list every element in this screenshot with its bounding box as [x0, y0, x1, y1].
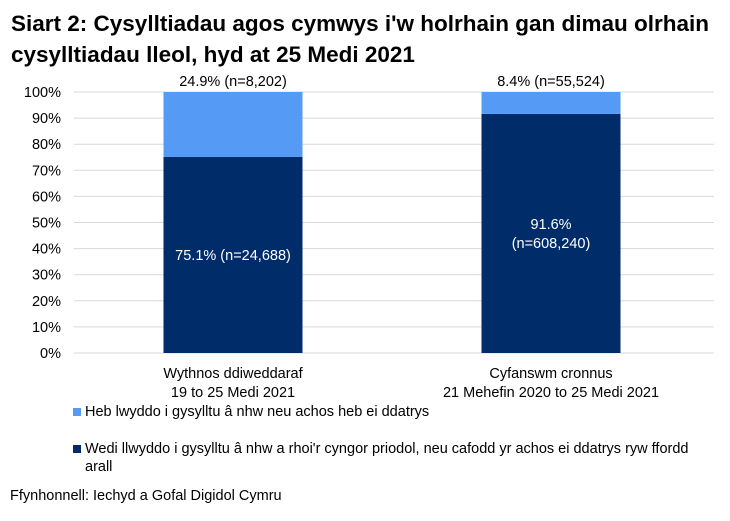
bar-segment — [481, 92, 621, 114]
legend-label-unresolved: Heb lwyddo i gysylltu â nhw neu achos he… — [85, 404, 430, 420]
y-tick-label: 70% — [32, 163, 61, 179]
legend-item-resolved: Wedi llwyddo i gysylltu â nhw a rhoi'r c… — [73, 440, 693, 476]
legend-swatch-unresolved — [73, 408, 81, 416]
y-tick-label: 50% — [32, 216, 61, 232]
x-tick-label: Cyfanswm cronnus — [489, 366, 612, 382]
source-note: Ffynhonnell: Iechyd a Gofal Digidol Cymr… — [10, 488, 282, 504]
x-tick-label: 19 to 25 Medi 2021 — [171, 385, 295, 400]
data-label: 91.6% — [530, 217, 571, 233]
y-tick-label: 90% — [32, 111, 61, 127]
x-tick-label: Wythnos ddiweddaraf — [163, 366, 303, 382]
chart-plot: 0% 10% 20% 30% 40% 50% 60% 70% 80% 90% 100% 75.1% (… — [24, 74, 714, 400]
bar-segment — [163, 156, 303, 353]
data-label: 75.1% (n=24,688) — [175, 248, 291, 264]
legend-item-unresolved: Heb lwyddo i gysylltu â nhw neu achos he… — [73, 403, 693, 421]
x-tick-label: 21 Mehefin 2020 to 25 Medi 2021 — [443, 385, 659, 400]
data-label: (n=608,240) — [512, 236, 591, 252]
y-tick-label: 100% — [24, 85, 61, 101]
y-tick-label: 20% — [32, 294, 61, 310]
bar-segment — [481, 113, 621, 353]
data-label: 24.9% (n=8,202) — [179, 74, 287, 90]
y-tick-label: 60% — [32, 189, 61, 205]
y-tick-label: 40% — [32, 242, 61, 258]
legend-swatch-resolved — [73, 445, 81, 453]
y-tick-label: 30% — [32, 268, 61, 284]
data-label: 8.4% (n=55,524) — [497, 74, 605, 90]
y-tick-label: 10% — [32, 320, 61, 336]
legend-label-resolved: Wedi llwyddo i gysylltu â nhw a rhoi'r c… — [85, 441, 689, 475]
y-tick-label: 0% — [40, 346, 61, 362]
bar-segment — [163, 92, 303, 157]
y-tick-label: 80% — [32, 137, 61, 153]
chart-title: Siart 2: Cysylltiadau agos cymwys i'w ho… — [11, 11, 710, 67]
